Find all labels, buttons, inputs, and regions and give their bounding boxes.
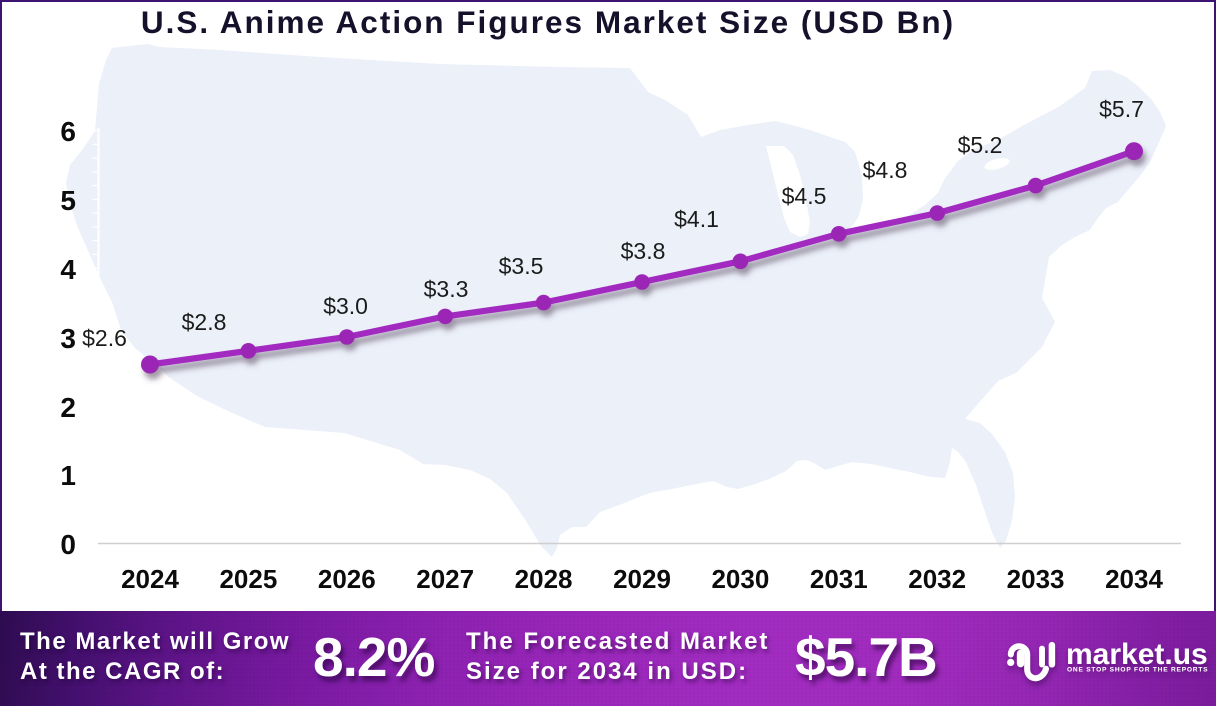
svg-text:market.us: market.us bbox=[1066, 638, 1208, 671]
svg-text:ONE STOP SHOP FOR THE REPORTS: ONE STOP SHOP FOR THE REPORTS bbox=[1067, 667, 1208, 674]
